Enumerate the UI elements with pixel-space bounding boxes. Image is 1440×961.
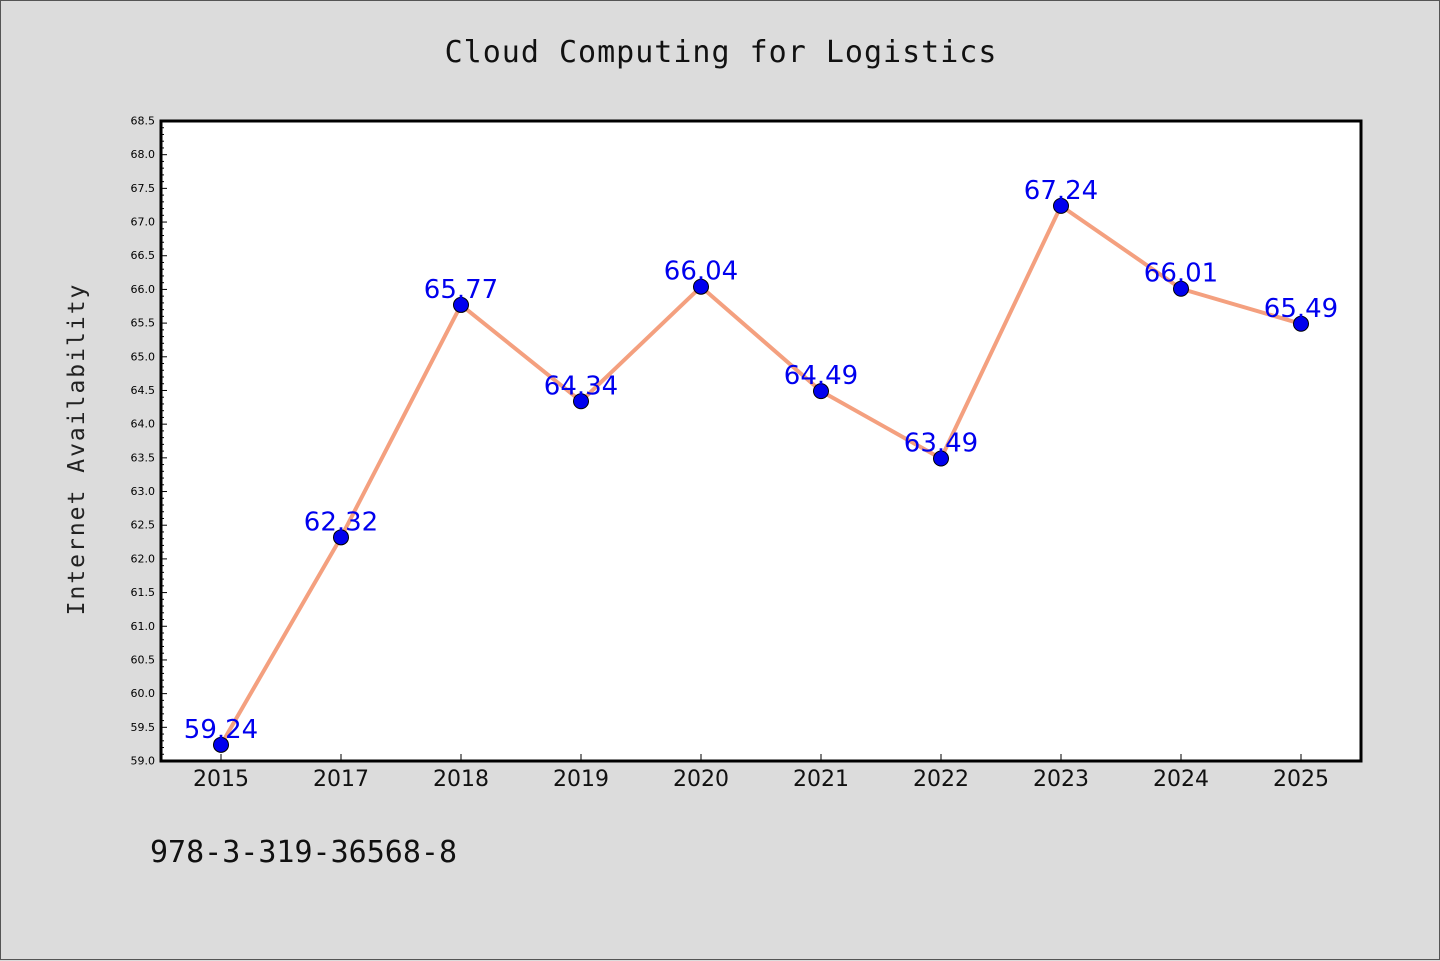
data-point bbox=[213, 736, 229, 753]
data-label: 62.32 bbox=[304, 507, 378, 537]
data-point bbox=[1293, 315, 1309, 332]
x-tick-label: 2018 bbox=[433, 767, 489, 792]
data-label: 64.49 bbox=[784, 361, 858, 391]
data-label: 65.77 bbox=[424, 275, 498, 305]
data-label: 64.34 bbox=[544, 371, 618, 401]
data-point bbox=[453, 296, 469, 313]
x-tick-label: 2015 bbox=[193, 767, 249, 792]
y-tick-label: 62.0 bbox=[131, 552, 156, 565]
y-tick-label: 63.5 bbox=[131, 451, 156, 464]
y-tick-label: 68.0 bbox=[131, 148, 156, 161]
data-point bbox=[1173, 280, 1189, 297]
data-point bbox=[573, 393, 589, 410]
plot-frame bbox=[159, 119, 1363, 763]
data-point bbox=[813, 383, 829, 400]
data-point bbox=[333, 529, 349, 546]
y-tick-label: 65.5 bbox=[131, 317, 156, 330]
data-label: 59.24 bbox=[184, 715, 258, 745]
x-tick-label: 2017 bbox=[313, 767, 369, 792]
x-tick-label: 2024 bbox=[1153, 767, 1209, 792]
x-tick-label: 2023 bbox=[1033, 767, 1089, 792]
x-tick-label: 2021 bbox=[793, 767, 849, 792]
y-tick-label: 59.0 bbox=[131, 755, 156, 768]
y-tick-label: 67.5 bbox=[131, 182, 156, 195]
x-tick-label: 2020 bbox=[673, 767, 729, 792]
y-axis: 59.0 59.5 60.0 60.5 61.0 61.5 62.0 62.5 63.0 63.5… bbox=[131, 115, 167, 768]
y-tick-label: 62.5 bbox=[131, 519, 156, 532]
y-tick-label: 67.0 bbox=[131, 216, 156, 229]
chart-title: Cloud Computing for Logistics bbox=[444, 35, 998, 70]
data-label: 65.49 bbox=[1264, 294, 1338, 324]
y-tick-label: 61.5 bbox=[131, 586, 156, 599]
plot-area bbox=[161, 121, 1361, 761]
y-tick-label: 64.0 bbox=[131, 418, 156, 431]
series-line bbox=[219, 203, 1303, 747]
data-label: 66.01 bbox=[1144, 259, 1218, 289]
y-tick-label: 65.0 bbox=[131, 350, 156, 363]
x-tick-label: 2019 bbox=[553, 767, 609, 792]
x-tick-label: 2022 bbox=[913, 767, 969, 792]
data-label: 66.04 bbox=[664, 257, 738, 287]
data-label: 63.49 bbox=[904, 429, 978, 459]
y-tick-label: 63.0 bbox=[131, 485, 156, 498]
y-tick-label: 68.5 bbox=[131, 115, 156, 128]
data-label: 67.24 bbox=[1024, 176, 1098, 206]
isbn-text: 978-3-319-36568-8 bbox=[150, 835, 458, 870]
y-tick-label: 59.5 bbox=[131, 721, 156, 734]
x-axis: 2015 2017 2018 2019 2020 2021 2022 2023 2024 2025 bbox=[193, 754, 1329, 792]
data-point bbox=[933, 450, 949, 467]
data-point bbox=[693, 278, 709, 295]
y-tick-label: 66.0 bbox=[131, 283, 156, 296]
y-tick-label: 61.0 bbox=[131, 620, 156, 633]
y-tick-label: 66.5 bbox=[131, 249, 156, 262]
series-line-group: 59.24 62.32 65.77 64.34 66.04 64.49 63.49 67.24… bbox=[184, 176, 1338, 753]
y-tick-label: 60.5 bbox=[131, 653, 156, 666]
data-point bbox=[1053, 197, 1069, 214]
y-tick-label: 64.5 bbox=[131, 384, 156, 397]
y-tick-label: 60.0 bbox=[131, 687, 156, 700]
x-tick-label: 2025 bbox=[1273, 767, 1329, 792]
